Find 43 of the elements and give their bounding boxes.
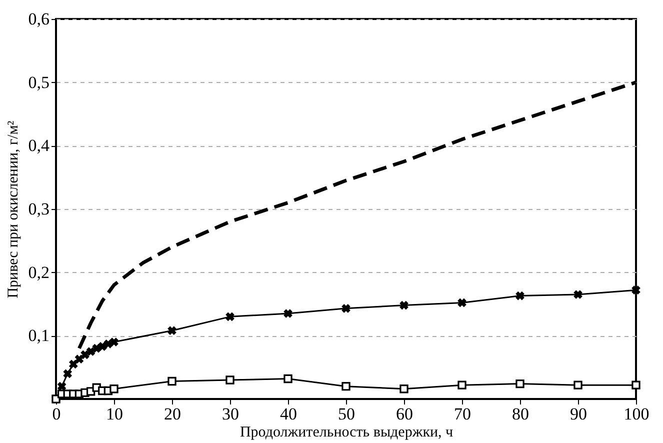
x-tick-label: 20	[164, 404, 181, 424]
y-tick-label: 0,3	[28, 200, 50, 218]
x-tick-label: 40	[280, 404, 297, 424]
point	[400, 300, 408, 310]
y-tick-label: 0,1	[28, 326, 50, 346]
point	[284, 374, 292, 384]
point	[632, 286, 640, 294]
point	[226, 312, 234, 322]
x-tick-label: 0	[52, 404, 61, 424]
y-tick-label: 0,6	[28, 10, 50, 28]
point	[57, 382, 66, 391]
x-tick-label: 60	[396, 404, 413, 424]
point	[342, 304, 350, 313]
point	[110, 338, 118, 346]
point	[400, 384, 408, 394]
point	[74, 354, 84, 364]
point	[574, 290, 582, 299]
y-tick-label: 0,2	[28, 262, 50, 282]
x-tick-label: 90	[570, 404, 587, 424]
y-axis-title: Привес при окислении, г/м²	[5, 120, 22, 298]
point	[110, 384, 118, 394]
point	[284, 309, 292, 318]
y-tick-label: 0,5	[28, 72, 50, 92]
point	[458, 298, 466, 308]
x-tick-label: 30	[222, 404, 239, 424]
point	[516, 379, 524, 388]
point	[632, 380, 640, 390]
x-tick-label: 70	[454, 404, 471, 424]
point	[168, 326, 176, 336]
x-tick-label: 10	[106, 404, 123, 424]
x-tick-label: 100	[624, 404, 650, 424]
point	[226, 376, 234, 384]
point	[516, 291, 524, 300]
point	[68, 360, 78, 369]
x-axis-title: Продолжительность выдержки, ч	[240, 424, 454, 440]
x-tick-label: 50	[338, 404, 355, 424]
point	[574, 380, 582, 390]
x-tick-label: 80	[512, 404, 529, 424]
point	[458, 380, 466, 390]
point	[342, 382, 350, 391]
y-tick-label: 0,4	[28, 136, 50, 156]
point	[168, 376, 176, 386]
point	[63, 369, 72, 378]
